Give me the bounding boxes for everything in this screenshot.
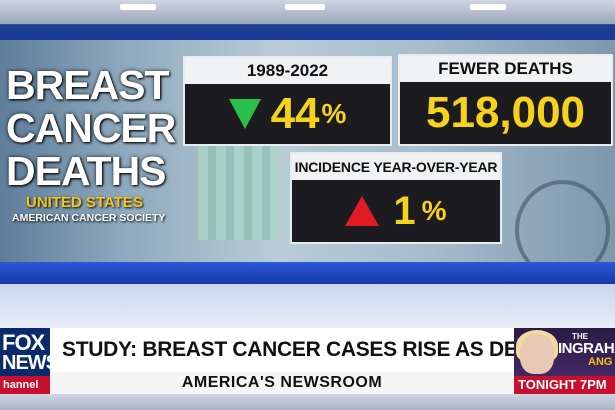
incidence-label: INCIDENCE YEAR-OVER-YEAR [292,154,500,180]
fox-news-logo: FOX NEWS hannel [0,328,50,394]
fewer-deaths-value: 518,000 [425,88,586,137]
studio-floor [0,284,615,328]
fewer-deaths-panel: FEWER DEATHS 518,000 [398,54,613,146]
bottom-strip [0,394,615,410]
logo-text: FOX [2,330,45,355]
period-label: 1989-2022 [185,58,390,84]
title-line: CANCER [6,105,176,151]
region-label: UNITED STATES [26,194,143,211]
period-value: 44 [270,89,320,138]
incidence-unit: % [421,195,447,226]
ceiling-light [285,4,325,10]
period-unit: % [321,98,347,129]
source-label: AMERICAN CANCER SOCIETY [12,212,166,224]
show-name-bar: AMERICA'S NEWSROOM [50,372,514,394]
triangle-up-icon [345,196,380,226]
incidence-panel: INCIDENCE YEAR-OVER-YEAR 1% [290,152,502,244]
title-line: BREAST [6,62,170,108]
fewer-deaths-label: FEWER DEATHS [400,56,611,82]
studio-ceiling [0,0,615,40]
incidence-value: 1 [393,188,416,233]
host-face [520,334,554,374]
period-value-row: 44% [185,84,390,144]
logo-text: NEWS [2,352,50,374]
ceiling-light [470,4,506,10]
studio-blue-band [0,262,615,284]
incidence-value-row: 1% [292,180,500,242]
triangle-down-icon [228,99,261,129]
title-line: DEATHS [6,148,167,194]
promo-prefix: THE [572,332,588,341]
ceiling-light [120,4,156,10]
graphic-title: BREAST CANCER DEATHS [6,64,176,193]
headline-banner: STUDY: BREAST CANCER CASES RISE AS DEATH… [50,328,514,372]
promo-suffix: ANG [588,356,613,368]
promo-time: TONIGHT 7PM [514,376,615,394]
period-panel: 1989-2022 44% [183,56,392,146]
logo-text: hannel [0,376,50,394]
